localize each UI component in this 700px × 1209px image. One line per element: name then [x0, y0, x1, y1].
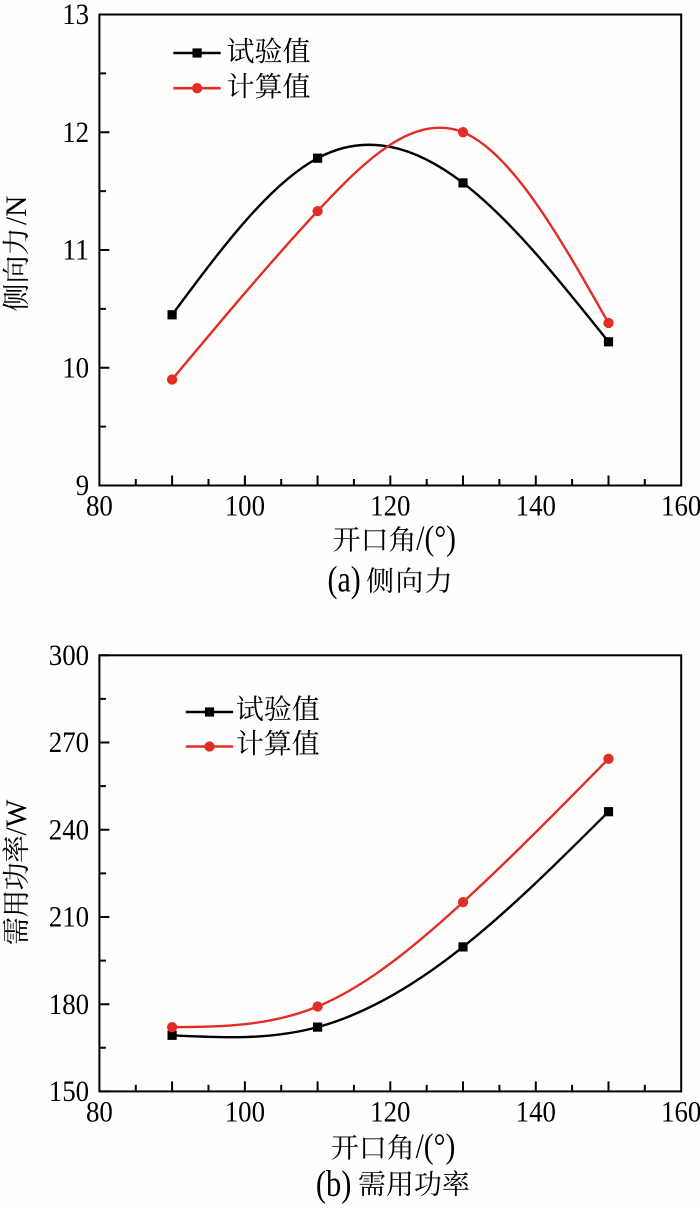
- svg-text:180: 180: [49, 989, 89, 1021]
- svg-text:80: 80: [86, 491, 113, 523]
- svg-text:120: 120: [370, 1097, 410, 1129]
- svg-text:12: 12: [62, 117, 89, 149]
- svg-text:140: 140: [516, 1097, 556, 1129]
- svg-text:160: 160: [661, 1097, 700, 1129]
- svg-text:270: 270: [49, 727, 89, 759]
- svg-text:100: 100: [225, 491, 265, 523]
- svg-text:80: 80: [86, 1097, 113, 1129]
- svg-text:(a): (a): [328, 560, 361, 601]
- svg-text:13: 13: [62, 0, 89, 31]
- svg-text:/N: /N: [1, 196, 33, 225]
- svg-text:210: 210: [49, 902, 89, 934]
- svg-text:300: 300: [49, 640, 89, 672]
- svg-text:(b): (b): [316, 1164, 352, 1204]
- svg-text:11: 11: [62, 235, 89, 267]
- svg-text:10: 10: [62, 352, 89, 384]
- svg-text:9: 9: [76, 470, 89, 502]
- svg-text:240: 240: [49, 814, 89, 846]
- svg-text:140: 140: [516, 491, 556, 523]
- svg-text:/(°): /(°): [416, 520, 456, 558]
- svg-text:150: 150: [49, 1076, 89, 1108]
- svg-text:120: 120: [370, 491, 410, 523]
- svg-text:100: 100: [225, 1097, 265, 1129]
- svg-text:/(°): /(°): [416, 1127, 456, 1165]
- svg-text:160: 160: [661, 491, 700, 523]
- svg-text:/W: /W: [1, 799, 33, 835]
